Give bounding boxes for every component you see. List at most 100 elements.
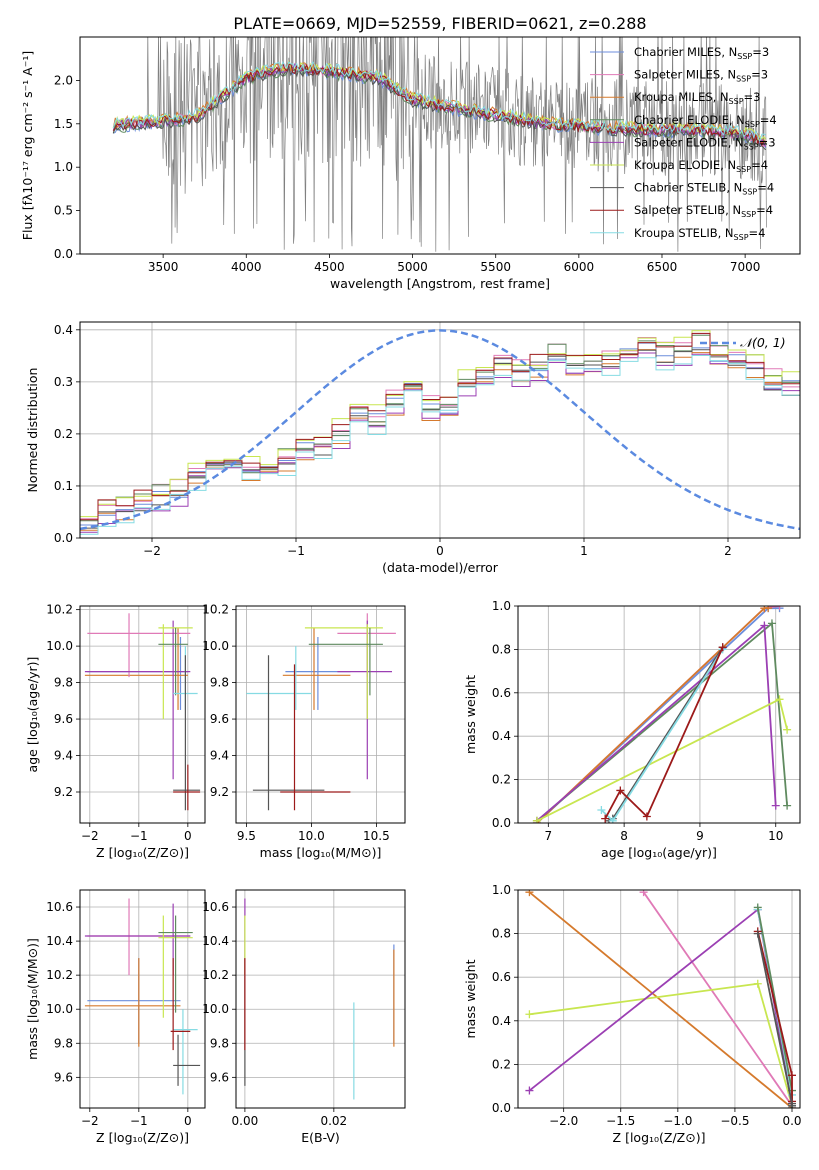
y-tick-label: 9.6 xyxy=(210,1070,229,1084)
data-marker xyxy=(783,801,792,810)
plot-frame xyxy=(235,889,406,1109)
plot-frame xyxy=(79,889,206,1109)
legend-label-count: =4 xyxy=(751,158,768,172)
y-tick-label: 9.6 xyxy=(210,712,229,726)
x-axis-label: E(B-V) xyxy=(301,1130,340,1145)
y-tick-label: 0.2 xyxy=(54,427,73,441)
x-tick-label: 10 xyxy=(768,829,783,843)
plot-area xyxy=(246,613,396,811)
y-tick-label: 9.6 xyxy=(54,1070,73,1084)
x-tick-label: 7000 xyxy=(730,260,761,274)
data-marker xyxy=(597,805,606,814)
y-tick-label: 0.1 xyxy=(54,479,73,493)
y-tick-label: 9.8 xyxy=(210,1036,229,1050)
legend-label: Salpeter STELIB, NSSP=4 xyxy=(634,203,773,219)
legend-label: Kroupa MILES, NSSP=3 xyxy=(634,90,760,106)
weight-line-salpeter_miles xyxy=(642,891,793,1108)
weight-line-chabrier_elodie xyxy=(536,621,788,822)
legend-label-name: Chabrier STELIB, N xyxy=(634,181,742,195)
model-line-kroupa_stelib xyxy=(112,60,766,144)
x-axis-label: age [log₁₀(age/yr)] xyxy=(601,845,717,860)
histogram-kroupa_elodie xyxy=(80,330,800,518)
data-marker xyxy=(753,903,762,912)
x-tick-label: 5000 xyxy=(397,260,428,274)
legend-label-subscript: SSP xyxy=(745,120,760,129)
x-tick-label: 7 xyxy=(545,829,553,843)
weight-line-salpeter_stelib xyxy=(604,646,724,820)
plot-area xyxy=(84,613,201,811)
y-tick-label: 0.3 xyxy=(54,375,73,389)
legend-label: Salpeter MILES, NSSP=3 xyxy=(634,68,768,84)
y-axis-label: mass weight xyxy=(463,675,478,754)
legend-label-subscript: SSP xyxy=(734,233,749,242)
legend-label-count: =3 xyxy=(751,68,768,82)
y-tick-label: 0.0 xyxy=(492,816,511,830)
legend-label-count: =3 xyxy=(759,135,776,149)
figure-title: PLATE=0669, MJD=52559, FIBERID=0621, z=0… xyxy=(233,14,646,33)
legend-label: Salpeter ELODIE, NSSP=3 xyxy=(634,135,776,151)
y-tick-label: 10.0 xyxy=(46,1002,73,1016)
x-axis-label: mass [log₁₀(M/M⊙)] xyxy=(260,845,382,860)
mass-vs-metallicity-panel: −2 −1 0 9.6 9.8 10.0 10.2 10.4 10.6 Z [log₁₀(Z/Z⊙… xyxy=(25,889,206,1145)
legend-label-name: Salpeter STELIB, N xyxy=(634,203,741,217)
x-tick-label: −1 xyxy=(287,544,305,558)
data-marker xyxy=(525,1010,534,1019)
plot-area xyxy=(525,890,797,1108)
data-marker xyxy=(764,606,773,613)
histogram-salpeter_stelib xyxy=(80,332,800,521)
y-tick-label: 0.5 xyxy=(54,204,73,218)
weight-line-kroupa_elodie xyxy=(529,982,793,1107)
y-tick-label: 9.8 xyxy=(54,1036,73,1050)
y-tick-label: 10.2 xyxy=(46,603,73,617)
age-vs-metallicity-panel: −2 −1 0 9.2 9.4 9.6 9.8 10.0 10.2 Z [log₁₀(Z/Z⊙)]… xyxy=(25,603,206,860)
legend-label-name: Salpeter ELODIE, N xyxy=(634,135,744,149)
legend-label-subscript: SSP xyxy=(736,165,751,174)
legend-label-name: Kroupa STELIB, N xyxy=(634,226,734,240)
data-marker xyxy=(775,695,784,704)
y-tick-label: 9.8 xyxy=(54,676,73,690)
x-tick-label: −1.0 xyxy=(663,1114,692,1128)
x-tick-label: 1 xyxy=(580,544,588,558)
data-marker xyxy=(608,816,617,823)
legend-label-count: =4 xyxy=(757,181,774,195)
x-tick-label: 8 xyxy=(620,829,628,843)
y-tick-label: 10.4 xyxy=(202,934,229,948)
y-tick-label: 1.0 xyxy=(492,883,511,897)
y-tick-label: 0.8 xyxy=(492,642,511,656)
data-marker xyxy=(532,816,541,823)
x-tick-label: −1.5 xyxy=(606,1114,635,1128)
x-axis-label: Z [log₁₀(Z/Z⊙)] xyxy=(96,1130,189,1145)
x-tick-label: −2.0 xyxy=(549,1114,578,1128)
plot-frame xyxy=(79,605,206,824)
x-axis-label: (data-model)/error xyxy=(382,560,499,575)
y-tick-label: 9.2 xyxy=(210,785,229,799)
plot-frame xyxy=(79,321,801,539)
y-tick-label: 10.0 xyxy=(46,639,73,653)
x-tick-label: 10.0 xyxy=(298,829,325,843)
x-tick-label: 10.5 xyxy=(363,829,390,843)
y-tick-label: 0.0 xyxy=(54,247,73,261)
legend-label-name: Salpeter MILES, N xyxy=(634,68,736,82)
plot-area xyxy=(84,898,201,1095)
legend-label: Kroupa STELIB, NSSP=4 xyxy=(634,226,765,242)
spectrum-data-line xyxy=(112,37,767,252)
y-tick-label: 0.2 xyxy=(492,773,511,787)
data-marker xyxy=(767,619,776,628)
y-tick-label: 10.0 xyxy=(202,639,229,653)
y-axis-label: mass [log₁₀(M/M⊙)] xyxy=(25,938,40,1060)
legend-label-name: Chabrier ELODIE, N xyxy=(634,113,745,127)
x-tick-label: 0 xyxy=(184,829,192,843)
weight-line-kroupa_elodie xyxy=(536,697,788,822)
plot-area xyxy=(244,898,395,1100)
x-tick-label: −1 xyxy=(130,1114,148,1128)
data-marker xyxy=(525,1086,534,1095)
histogram-salpeter_miles xyxy=(80,333,800,520)
data-marker xyxy=(718,643,727,652)
data-marker xyxy=(639,890,648,897)
plot-frame xyxy=(517,889,801,1109)
y-tick-label: 0.4 xyxy=(492,1014,511,1028)
y-tick-label: 0.8 xyxy=(492,927,511,941)
x-tick-label: 0.02 xyxy=(320,1114,347,1128)
